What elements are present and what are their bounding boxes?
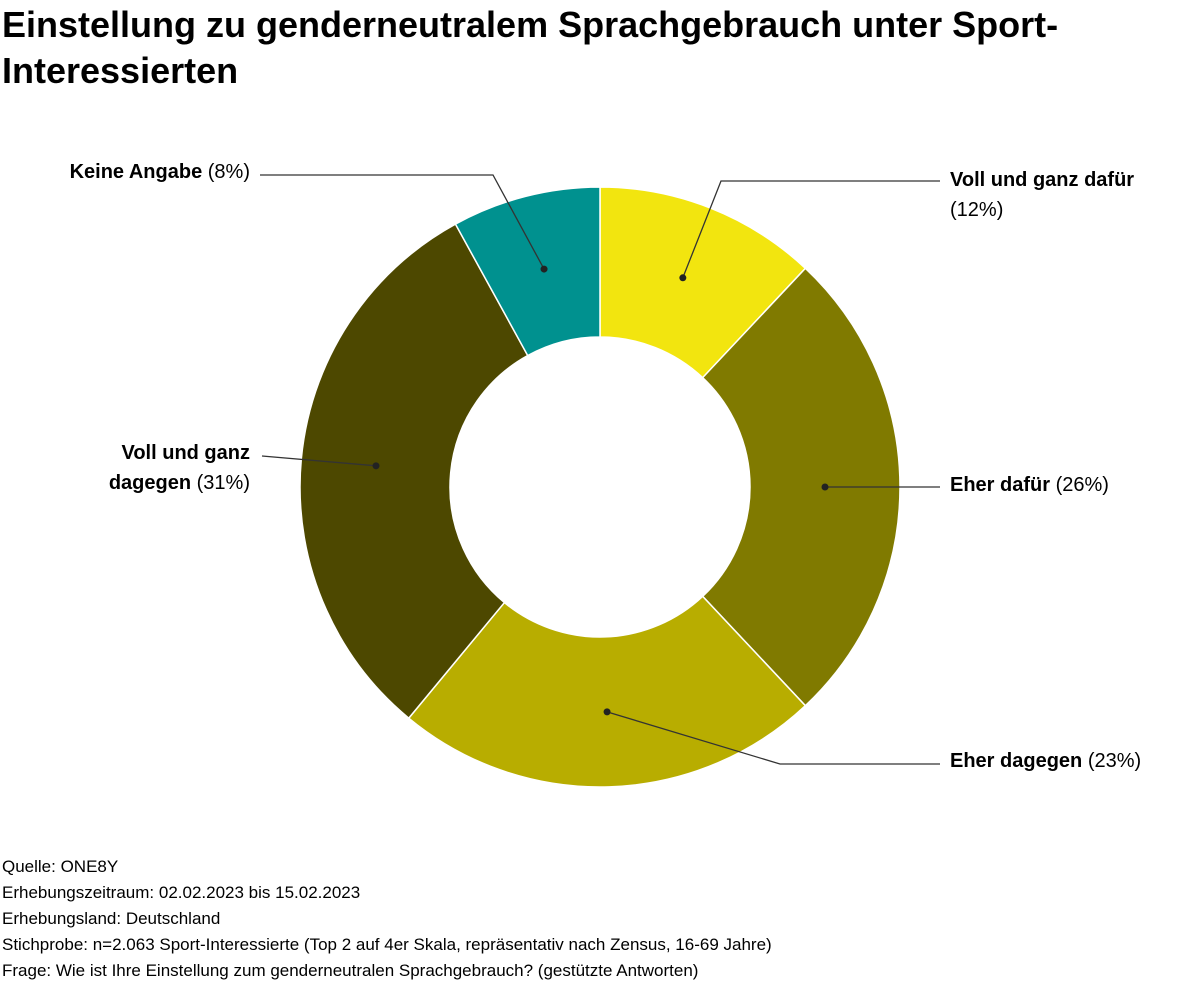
note: Stichprobe: n=2.063 Sport-Interessierte … bbox=[2, 935, 772, 954]
category-label: Voll und ganz dagegen bbox=[108, 442, 250, 494]
note: Erhebungszeitraum: 02.02.2023 bis 15.02.… bbox=[2, 883, 361, 902]
donut-segment bbox=[454, 186, 601, 357]
leader-line bbox=[260, 174, 545, 270]
leader-line bbox=[606, 711, 940, 765]
leader-dot bbox=[603, 708, 611, 716]
donut-segment bbox=[299, 223, 529, 720]
value-label: (12%) bbox=[950, 199, 1004, 221]
leader-line bbox=[261, 455, 377, 467]
slice-label: Voll und ganz dafür (12%) bbox=[950, 165, 1190, 225]
leader-dot bbox=[540, 265, 548, 273]
slice-label: Keine Angabe (8%) bbox=[10, 157, 250, 187]
chart-title: Einstellung zu genderneutralem Sprachgeb… bbox=[2, 4, 1059, 91]
value-label: (26%) bbox=[1055, 474, 1109, 496]
category-label: Eher dafür bbox=[950, 474, 1051, 496]
slice-label: Eher dagegen (23%) bbox=[950, 746, 1190, 776]
slice-label: Eher dafür (26%) bbox=[950, 470, 1190, 500]
notes: Quelle: ONE8Y Erhebungszeitraum: 02.02.20… bbox=[2, 854, 772, 984]
category-label: Voll und ganz dafür bbox=[950, 169, 1135, 191]
value-label: (31%) bbox=[196, 472, 250, 494]
leader-dot bbox=[821, 483, 829, 491]
leader-dot bbox=[372, 462, 380, 470]
donut-segment bbox=[407, 595, 807, 788]
donut-segment bbox=[701, 267, 901, 707]
category-label: Eher dagegen bbox=[950, 750, 1083, 772]
category-label: Keine Angabe bbox=[69, 161, 203, 183]
note: Erhebungsland: Deutschland bbox=[2, 909, 221, 928]
note: Frage: Wie ist Ihre Einstellung zum gend… bbox=[2, 961, 699, 980]
note: Quelle: ONE8Y bbox=[2, 857, 119, 876]
leader-dot bbox=[679, 274, 687, 282]
value-label: (8%) bbox=[207, 161, 250, 183]
leader-line bbox=[682, 180, 940, 279]
slice-label: Voll und ganz dagegen (31%) bbox=[90, 438, 250, 498]
value-label: (23%) bbox=[1087, 750, 1142, 772]
